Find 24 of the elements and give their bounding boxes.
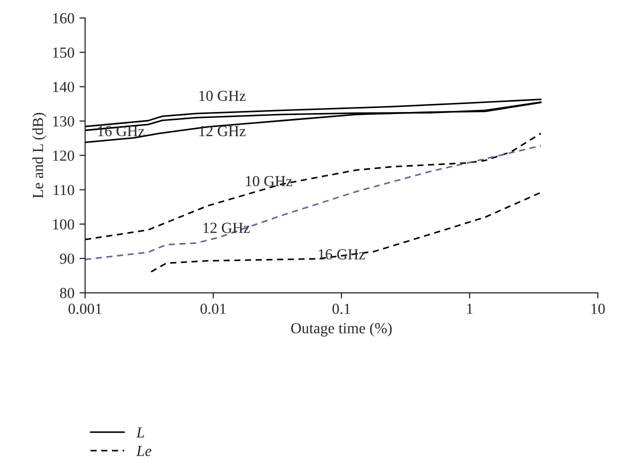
y-tick-label: 110 [54, 184, 74, 196]
y-tick-label: 120 [53, 150, 74, 161]
annotation: 10 GHz [246, 176, 292, 186]
legend-label: Le [136, 446, 152, 456]
x-tick-label: 1 [467, 304, 473, 314]
x-tick-label: 0.01 [200, 304, 226, 314]
annotation: 16 GHz [318, 249, 365, 260]
y-tick-label: 100 [53, 219, 74, 230]
y-tick-label: 80 [60, 288, 74, 298]
x-tick-label: 0.001 [68, 304, 102, 314]
y-tick-label: 150 [53, 47, 74, 58]
y-tick-label: 130 [53, 116, 74, 126]
y-axis-title: Le and L (dB) [32, 112, 46, 198]
annotation: 12 GHz [204, 222, 250, 233]
annotation: 12 GHz [199, 126, 246, 136]
y-tick-label: 90 [60, 254, 74, 264]
x-axis-title: Outage time (%) [291, 322, 392, 337]
x-tick-label: 10 [591, 304, 605, 314]
y-tick-label: 160 [53, 13, 74, 24]
annotation: 16 GHz [98, 126, 144, 136]
legend-label: L [136, 427, 144, 438]
annotation: 10 GHz [199, 90, 246, 101]
y-tick-label: 140 [53, 82, 74, 92]
x-tick-label: 0.1 [332, 304, 350, 314]
